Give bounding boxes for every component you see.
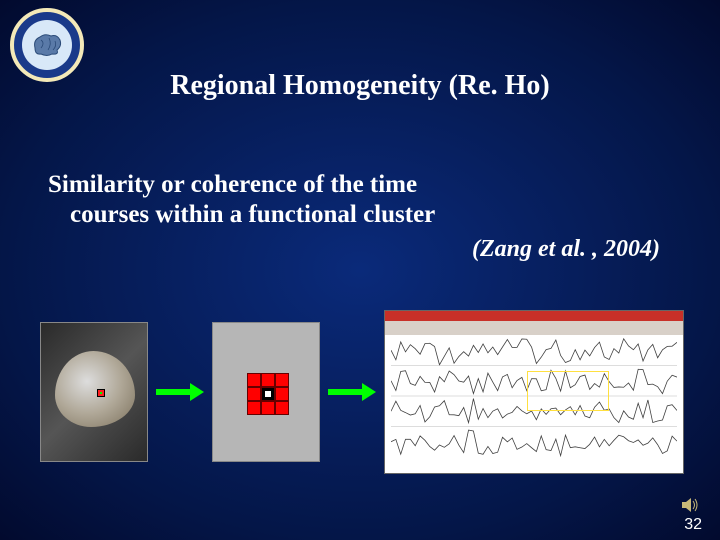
timeseries-panel <box>384 310 684 474</box>
slide-title: Regional Homogeneity (Re. Ho) <box>0 70 720 102</box>
timeseries-titlebar <box>385 311 683 321</box>
arrow-1 <box>156 383 204 401</box>
subtitle-line-1: Similarity or coherence of the time <box>48 171 417 198</box>
citation: (Zang et al. , 2004) <box>0 236 660 263</box>
figure-row <box>40 310 684 474</box>
slide-subtitle: Similarity or coherence of the time cour… <box>48 170 435 230</box>
arrow-2 <box>328 383 376 401</box>
voxel-grid <box>247 373 289 415</box>
page-number: 32 <box>684 516 702 534</box>
voxel-cluster-panel <box>212 322 320 462</box>
brain-mri-panel <box>40 322 148 462</box>
speaker-icon <box>680 496 700 514</box>
logo-brain-icon <box>27 30 67 60</box>
timeseries-toolbar <box>385 321 683 335</box>
subtitle-line-2: courses within a functional cluster <box>48 200 435 230</box>
brain-voxel-marker <box>97 389 105 397</box>
timeseries-highlight-box <box>527 371 609 411</box>
